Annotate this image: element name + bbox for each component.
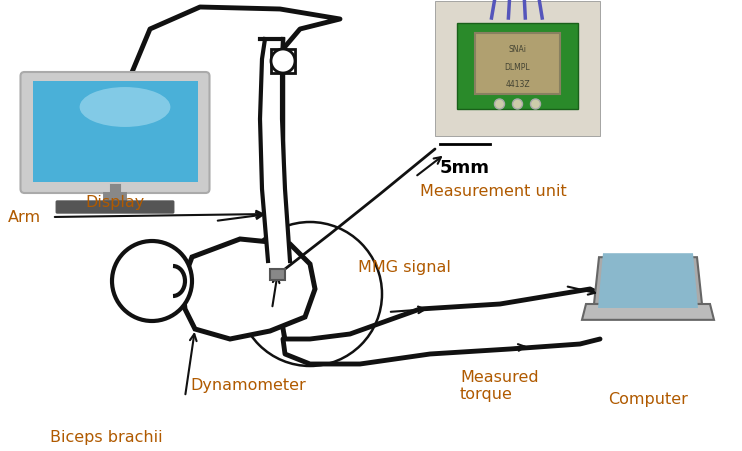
Text: Biceps brachii: Biceps brachii bbox=[50, 429, 162, 444]
Circle shape bbox=[494, 100, 505, 110]
Polygon shape bbox=[582, 304, 714, 320]
Ellipse shape bbox=[79, 88, 171, 128]
Text: DLMPL: DLMPL bbox=[505, 63, 531, 72]
Circle shape bbox=[112, 241, 192, 321]
Bar bbox=[475, 34, 560, 95]
FancyBboxPatch shape bbox=[56, 202, 174, 213]
Text: 5mm: 5mm bbox=[440, 159, 490, 177]
Text: Display: Display bbox=[85, 194, 145, 210]
Circle shape bbox=[531, 100, 540, 110]
Circle shape bbox=[513, 100, 522, 110]
Text: Arm: Arm bbox=[8, 210, 41, 225]
Polygon shape bbox=[594, 258, 702, 304]
Text: Measurement unit: Measurement unit bbox=[420, 184, 567, 199]
Text: Measured
torque: Measured torque bbox=[460, 369, 539, 401]
Text: MMG signal: MMG signal bbox=[358, 260, 451, 275]
Text: Computer: Computer bbox=[608, 391, 688, 406]
Polygon shape bbox=[598, 253, 698, 308]
Bar bbox=[435, 2, 600, 137]
Circle shape bbox=[271, 50, 295, 74]
Bar bbox=[270, 269, 285, 281]
Text: 4413Z: 4413Z bbox=[505, 79, 530, 88]
Bar bbox=[33, 82, 197, 183]
Polygon shape bbox=[182, 239, 315, 339]
Text: SNAi: SNAi bbox=[508, 45, 527, 54]
Polygon shape bbox=[260, 40, 290, 262]
FancyBboxPatch shape bbox=[21, 73, 209, 193]
Text: Dynamometer: Dynamometer bbox=[190, 377, 306, 392]
Bar bbox=[271, 50, 295, 74]
Bar bbox=[457, 24, 578, 110]
